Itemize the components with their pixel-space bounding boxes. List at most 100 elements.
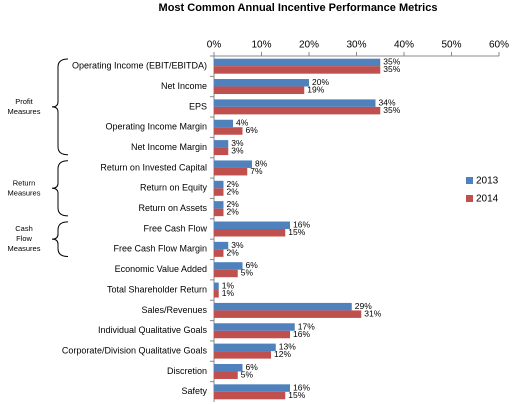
- value-label: 3%: [231, 240, 244, 250]
- bar: [214, 343, 276, 352]
- bar: [214, 323, 295, 331]
- group-label: Flow: [16, 234, 32, 243]
- x-tick-label: 0%: [207, 40, 222, 51]
- value-label: 8%: [255, 158, 268, 168]
- group-label: Return: [13, 178, 36, 187]
- value-label: 3%: [231, 138, 244, 148]
- y-tick-label: EPS: [189, 101, 207, 111]
- y-tick-label: Sales/Revenues: [141, 305, 207, 315]
- bar: [214, 363, 243, 372]
- y-tick-label: Operating Income Margin: [105, 122, 207, 132]
- value-label: 17%: [298, 321, 315, 331]
- value-label: 3%: [231, 146, 244, 156]
- value-label: 5%: [241, 369, 254, 379]
- value-label: 15%: [288, 390, 305, 400]
- bar: [214, 167, 248, 176]
- legend-swatch: [466, 195, 473, 202]
- bar: [214, 221, 290, 229]
- bar: [214, 241, 229, 250]
- bar: [214, 282, 219, 291]
- group-label: Profit: [15, 97, 33, 106]
- bar: [214, 160, 252, 168]
- group-label: Cash: [15, 224, 33, 233]
- value-label: 2%: [227, 179, 240, 189]
- y-tick-label: Total Shareholder Return: [107, 284, 207, 294]
- value-label: 35%: [383, 64, 400, 74]
- group-label: Measures: [8, 107, 41, 116]
- value-label: 1%: [222, 288, 235, 298]
- bar: [214, 208, 224, 217]
- value-label: 2%: [227, 199, 240, 209]
- value-label: 15%: [288, 227, 305, 237]
- bar: [214, 86, 305, 95]
- bar: [214, 58, 381, 67]
- bar: [214, 119, 233, 128]
- bar: [214, 127, 243, 135]
- value-label: 2%: [227, 207, 240, 217]
- x-tick-label: 10%: [251, 40, 271, 51]
- x-tick-label: 30%: [346, 40, 366, 51]
- bar: [214, 188, 224, 196]
- bar: [214, 290, 219, 298]
- value-label: 2%: [227, 186, 240, 196]
- value-label: 34%: [379, 97, 396, 107]
- bar: [214, 180, 224, 189]
- value-label: 35%: [383, 105, 400, 115]
- value-label: 13%: [279, 342, 296, 352]
- bar: [214, 351, 271, 359]
- group-label: Measures: [8, 188, 41, 197]
- bar: [214, 147, 229, 156]
- legend-label: 2013: [476, 176, 499, 187]
- y-tick-label: Net Income: [161, 81, 207, 91]
- x-tick-label: 40%: [394, 40, 414, 51]
- group-label: Measures: [8, 244, 41, 253]
- x-tick-label: 60%: [489, 40, 509, 51]
- value-label: 2%: [227, 247, 240, 257]
- value-label: 19%: [307, 85, 324, 95]
- y-tick-label: Discretion: [167, 366, 207, 376]
- bar: [214, 229, 286, 237]
- bar: [214, 106, 381, 115]
- value-label: 7%: [250, 166, 263, 176]
- bar: [214, 140, 229, 148]
- bar: [214, 249, 224, 257]
- bar: [214, 310, 362, 318]
- bar: [214, 79, 309, 87]
- value-label: 20%: [312, 77, 329, 87]
- value-label: 12%: [274, 349, 291, 359]
- y-tick-label: Corporate/Division Qualitative Goals: [62, 345, 208, 355]
- x-tick-label: 20%: [299, 40, 319, 51]
- y-tick-label: Return on Assets: [138, 203, 207, 213]
- bar: [214, 201, 224, 209]
- y-tick-label: Safety: [181, 386, 207, 396]
- bracket: [51, 160, 69, 217]
- bracket: [51, 58, 69, 156]
- value-label: 4%: [236, 118, 249, 128]
- y-tick-label: Return on Equity: [140, 183, 208, 193]
- value-label: 16%: [293, 220, 310, 230]
- value-label: 31%: [364, 308, 381, 318]
- y-tick-label: Free Cash Flow Margin: [113, 244, 207, 254]
- y-tick-label: Economic Value Added: [115, 264, 207, 274]
- y-tick-label: Net Income Margin: [131, 142, 207, 152]
- bar: [214, 66, 381, 74]
- value-label: 5%: [241, 268, 254, 278]
- value-label: 16%: [293, 329, 310, 339]
- bar: [214, 371, 238, 379]
- y-tick-label: Individual Qualitative Goals: [98, 325, 208, 335]
- bar: [214, 269, 238, 278]
- chart-title: Most Common Annual Incentive Performance…: [159, 2, 438, 14]
- value-label: 29%: [355, 301, 372, 311]
- bar: [214, 99, 376, 107]
- x-tick-label: 50%: [441, 40, 461, 51]
- bracket: [51, 221, 69, 258]
- bar: [214, 384, 290, 392]
- value-label: 35%: [383, 57, 400, 67]
- y-tick-label: Operating Income (EBIT/EBITDA): [72, 61, 207, 71]
- value-label: 16%: [293, 382, 310, 392]
- bar: [214, 330, 290, 339]
- bar: [214, 302, 352, 311]
- value-label: 6%: [246, 125, 259, 135]
- value-label: 6%: [246, 260, 259, 270]
